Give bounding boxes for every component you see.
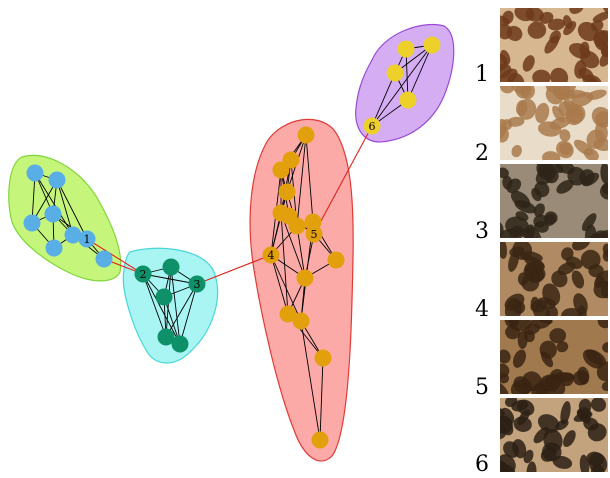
graph-node bbox=[44, 205, 62, 223]
giraffe-image-4 bbox=[500, 242, 608, 316]
graph-node bbox=[64, 226, 82, 244]
intra-cluster-edge bbox=[179, 283, 198, 345]
intra-cluster-edge bbox=[270, 254, 289, 315]
node-label-4: 4 bbox=[268, 249, 275, 262]
node-label-2: 2 bbox=[140, 268, 147, 281]
graph-node bbox=[95, 250, 113, 268]
giraffe-image-2 bbox=[500, 86, 608, 160]
intra-cluster-edge bbox=[305, 134, 314, 223]
giraffe-image-6 bbox=[500, 398, 608, 472]
graph-node bbox=[78, 230, 96, 248]
intra-cluster-edge bbox=[170, 266, 181, 345]
graph-node bbox=[134, 265, 152, 283]
inter-cluster-edge bbox=[86, 238, 144, 275]
node-label-1: 1 bbox=[84, 233, 91, 246]
graph-node bbox=[188, 275, 206, 293]
graph-node bbox=[292, 312, 310, 330]
node-label-5: 5 bbox=[311, 228, 318, 241]
inter-cluster-edge bbox=[196, 254, 272, 285]
intra-cluster-edge bbox=[280, 212, 289, 315]
graph-node bbox=[288, 217, 306, 235]
graph-node bbox=[305, 225, 323, 243]
graph-node bbox=[297, 126, 315, 144]
intra-cluster-edge bbox=[142, 273, 167, 338]
graph-node bbox=[162, 258, 180, 276]
graph-node bbox=[423, 36, 441, 54]
cluster-graph: 1 2 3 4 5 6 bbox=[8, 23, 455, 462]
graph-node bbox=[262, 246, 280, 264]
image-label-1: 1 bbox=[475, 62, 489, 87]
intra-cluster-edge bbox=[371, 72, 396, 127]
graph-node bbox=[279, 305, 297, 323]
intra-cluster-edge bbox=[142, 273, 181, 345]
graph-node bbox=[155, 288, 173, 306]
graph-node bbox=[399, 91, 417, 109]
intra-cluster-edge bbox=[319, 357, 324, 441]
giraffe-image-5 bbox=[500, 320, 608, 394]
inter-cluster-edge bbox=[313, 125, 373, 235]
graph-node bbox=[327, 251, 345, 269]
giraffe-image-3 bbox=[500, 164, 608, 238]
image-label-2: 2 bbox=[475, 141, 489, 166]
graph-node bbox=[272, 161, 290, 179]
giraffe-image-1 bbox=[500, 8, 608, 82]
cluster-purple-hull bbox=[355, 23, 455, 143]
cluster-green-hull bbox=[8, 155, 122, 282]
image-label-4: 4 bbox=[475, 297, 489, 322]
graph-node bbox=[23, 214, 41, 232]
graph-node bbox=[386, 64, 404, 82]
intra-cluster-edge bbox=[300, 320, 321, 441]
image-label-6: 6 bbox=[475, 452, 489, 477]
graph-node bbox=[314, 349, 332, 367]
image-label-5: 5 bbox=[475, 375, 489, 400]
graph-node bbox=[311, 431, 329, 449]
intra-cluster-edge bbox=[296, 134, 307, 227]
image-label-3: 3 bbox=[475, 219, 489, 244]
intra-cluster-edge bbox=[296, 225, 306, 279]
intra-cluster-edge bbox=[280, 212, 306, 279]
cluster-red-hull bbox=[249, 118, 354, 462]
intra-cluster-edge bbox=[405, 48, 409, 101]
node-label-6: 6 bbox=[369, 120, 376, 133]
graph-node bbox=[45, 239, 63, 257]
graph-node bbox=[296, 269, 314, 287]
intra-cluster-edge bbox=[371, 44, 433, 127]
node-label-3: 3 bbox=[194, 278, 201, 291]
intra-cluster-edge bbox=[407, 44, 433, 101]
intra-cluster-edge bbox=[56, 179, 74, 236]
graph-node bbox=[171, 335, 189, 353]
graph-node bbox=[278, 183, 296, 201]
graph-node bbox=[48, 171, 66, 189]
graph-node bbox=[397, 40, 415, 58]
intra-cluster-edge bbox=[56, 179, 88, 240]
graph-node bbox=[26, 164, 44, 182]
graph-node bbox=[363, 117, 381, 135]
graph-node bbox=[157, 328, 175, 346]
intra-cluster-edge bbox=[165, 283, 198, 338]
